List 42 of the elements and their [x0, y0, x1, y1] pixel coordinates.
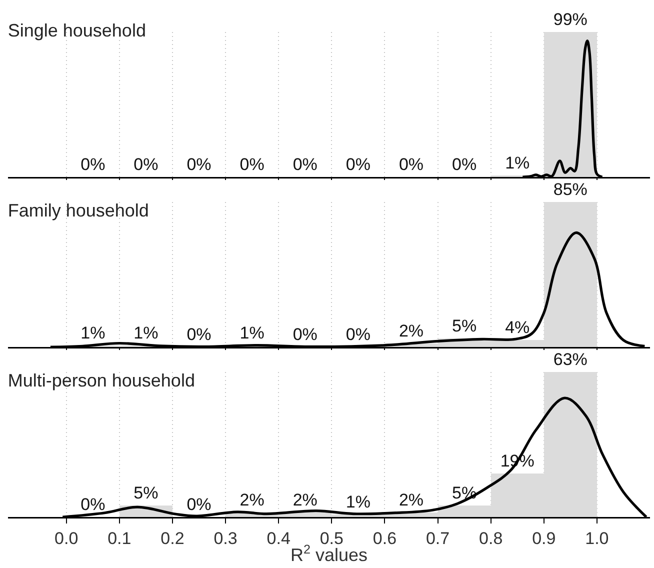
chart-title: Multi-person household: [8, 370, 195, 391]
data-label: 0%: [452, 155, 477, 174]
data-label: 0%: [80, 155, 106, 174]
data-label: 0%: [186, 495, 212, 514]
data-label: 5%: [452, 316, 477, 336]
data-label: 2%: [240, 490, 264, 510]
data-label: 0%: [292, 155, 318, 174]
x-tick-label: 0.1: [108, 528, 132, 548]
data-label: 0%: [346, 325, 370, 344]
x-tick-label: 0.2: [160, 528, 184, 548]
data-label: 0%: [346, 155, 370, 174]
data-label: 1%: [505, 154, 530, 173]
data-label: 0%: [186, 155, 212, 174]
data-label: 4%: [505, 318, 530, 338]
data-label: 99%: [553, 10, 588, 29]
data-label: 1%: [240, 323, 264, 342]
data-label: 2%: [292, 490, 318, 510]
x-tick-label: 1.0: [585, 528, 609, 548]
data-label: 5%: [134, 483, 158, 502]
data-label: 1%: [80, 323, 106, 342]
data-label: 0%: [80, 495, 106, 514]
x-tick-label: 0.8: [479, 528, 503, 548]
data-label: 2%: [398, 490, 424, 510]
data-label: 0%: [134, 155, 158, 174]
data-label: 2%: [398, 322, 424, 341]
chart-title: Family household: [8, 200, 149, 221]
data-label: 63%: [553, 350, 588, 369]
x-tick-label: 0.0: [54, 528, 78, 548]
data-label: 1%: [134, 323, 158, 342]
data-label: 0%: [186, 325, 212, 344]
data-label: 0%: [292, 325, 318, 344]
x-tick-label: 0.3: [214, 528, 238, 548]
x-tick-label: 0.5: [320, 528, 344, 548]
data-label: 85%: [553, 180, 588, 199]
x-tick-label: 0.4: [266, 528, 290, 548]
data-label: 1%: [346, 492, 370, 512]
chart-title: Single household: [8, 20, 146, 41]
x-tick-label: 0.7: [426, 528, 450, 548]
data-label: 0%: [398, 155, 424, 174]
x-tick-label: 0.9: [532, 528, 556, 548]
data-label: 0%: [240, 155, 264, 174]
x-tick-label: 0.6: [372, 528, 397, 548]
